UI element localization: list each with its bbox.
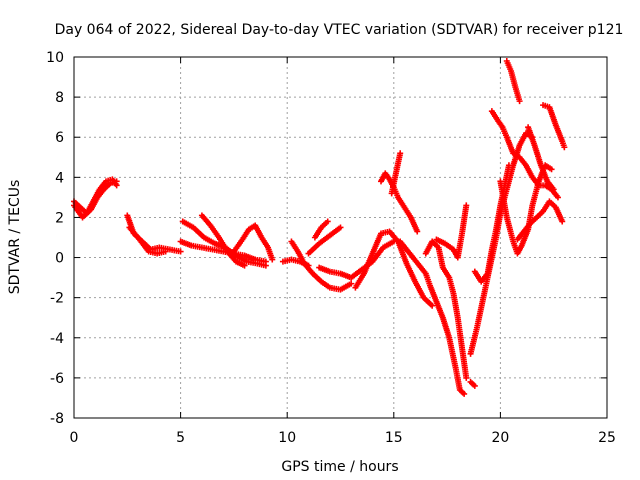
data-series-sat-q bbox=[397, 238, 468, 397]
x-tick-label: 5 bbox=[176, 430, 185, 446]
data-point bbox=[414, 228, 421, 235]
y-tick-label: 4 bbox=[55, 170, 64, 186]
data-point bbox=[516, 98, 523, 105]
data-point bbox=[113, 178, 120, 185]
data-series-sat-s bbox=[433, 202, 470, 261]
data-series-sat-o bbox=[378, 170, 421, 235]
data-point bbox=[262, 258, 269, 265]
x-tick-label: 15 bbox=[385, 430, 403, 446]
data-point bbox=[397, 150, 404, 157]
y-tick-label: -6 bbox=[50, 371, 64, 387]
y-tick-label: 0 bbox=[55, 251, 64, 267]
data-point bbox=[463, 202, 470, 209]
data-point bbox=[324, 218, 331, 225]
data-series-sat-b bbox=[71, 178, 120, 221]
data-point bbox=[348, 280, 355, 287]
data-series-sat-ab bbox=[497, 162, 555, 257]
x-tick-label: 25 bbox=[598, 430, 616, 446]
data-point bbox=[471, 382, 478, 389]
data-point bbox=[337, 224, 344, 231]
data-point bbox=[177, 248, 184, 255]
data-series-sat-k bbox=[305, 224, 344, 257]
data-point bbox=[550, 186, 557, 193]
chart-title: Day 064 of 2022, Sidereal Day-to-day VTE… bbox=[55, 22, 624, 38]
data-marks bbox=[71, 58, 568, 397]
data-point bbox=[241, 262, 248, 269]
grid-lines bbox=[74, 57, 607, 418]
data-point bbox=[162, 248, 169, 255]
data-series-sat-j bbox=[288, 238, 355, 293]
y-axis-label: SDTVAR / TECUs bbox=[7, 180, 23, 295]
data-point bbox=[429, 302, 436, 309]
y-tick-label: -4 bbox=[50, 331, 64, 347]
data-series-sat-x bbox=[503, 58, 523, 105]
data-point bbox=[461, 390, 468, 397]
y-tick-label: 10 bbox=[46, 50, 64, 66]
data-series-sat-l bbox=[316, 238, 397, 281]
x-tick-label: 10 bbox=[278, 430, 296, 446]
data-series-sat-m bbox=[311, 218, 331, 241]
data-point bbox=[559, 218, 566, 225]
data-point bbox=[463, 374, 470, 381]
data-series-sat-d bbox=[126, 224, 169, 257]
data-series-sat-v bbox=[471, 162, 512, 285]
y-tick-label: 6 bbox=[55, 130, 64, 146]
data-series-sat-h bbox=[230, 222, 276, 263]
x-tick-label: 20 bbox=[491, 430, 509, 446]
y-tick-label: -8 bbox=[50, 411, 64, 427]
data-point bbox=[505, 162, 512, 169]
data-series-sat-r bbox=[422, 238, 470, 381]
data-point bbox=[554, 194, 561, 201]
data-point bbox=[269, 256, 276, 263]
y-tick-label: 8 bbox=[55, 90, 64, 106]
plot-frame bbox=[73, 56, 608, 419]
data-series-sat-y bbox=[514, 198, 566, 243]
y-tick-label: -2 bbox=[50, 291, 64, 307]
x-tick-label: 0 bbox=[70, 430, 79, 446]
y-tick-label: 2 bbox=[55, 210, 64, 226]
data-series-sat-g bbox=[198, 212, 248, 269]
data-point bbox=[548, 166, 555, 173]
data-series-sat-p bbox=[388, 150, 404, 197]
data-point bbox=[561, 144, 568, 151]
axes: 0 5 10 15 20 25 -8 -6 -4 -2 0 2 4 6 8 10 bbox=[46, 50, 616, 446]
x-axis-label: GPS time / hours bbox=[281, 459, 398, 475]
data-series-sat-t bbox=[467, 378, 478, 389]
data-series-sat-aa bbox=[540, 102, 568, 151]
